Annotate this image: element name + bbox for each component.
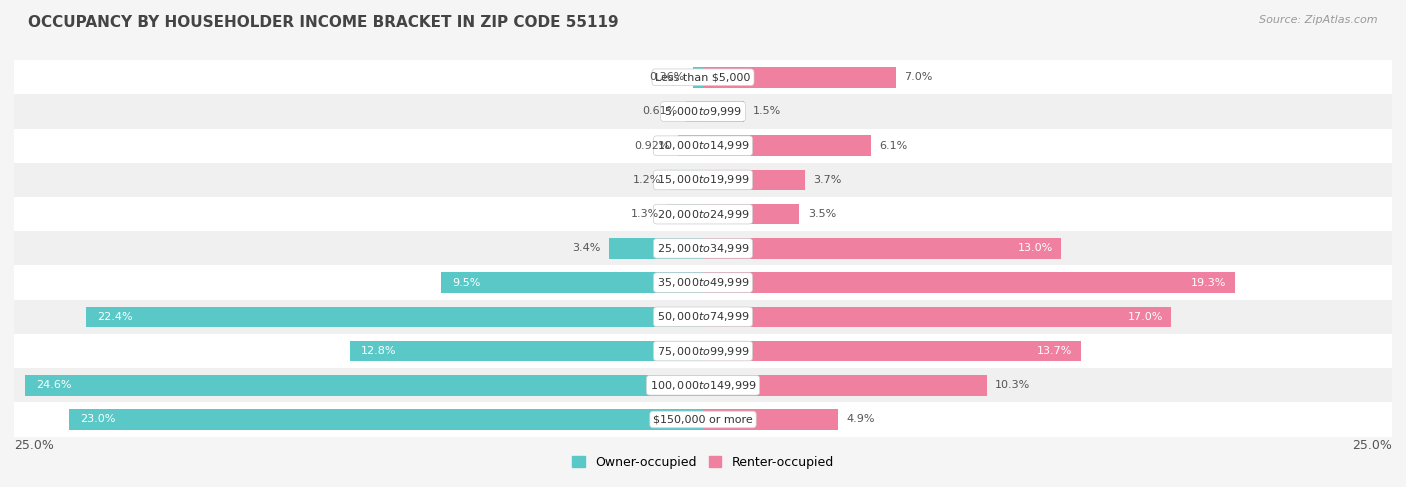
Text: 17.0%: 17.0%	[1128, 312, 1163, 322]
Text: $50,000 to $74,999: $50,000 to $74,999	[657, 310, 749, 323]
Text: 3.4%: 3.4%	[572, 244, 600, 253]
Bar	[703, 375, 987, 395]
Bar	[703, 101, 744, 122]
Bar	[14, 94, 1392, 129]
Text: $20,000 to $24,999: $20,000 to $24,999	[657, 207, 749, 221]
Text: $10,000 to $14,999: $10,000 to $14,999	[657, 139, 749, 152]
Text: 0.36%: 0.36%	[650, 72, 685, 82]
Text: 19.3%: 19.3%	[1191, 278, 1226, 288]
Text: $150,000 or more: $150,000 or more	[654, 414, 752, 425]
Bar	[693, 67, 703, 88]
Text: 10.3%: 10.3%	[995, 380, 1031, 390]
Bar	[609, 238, 703, 259]
Text: Source: ZipAtlas.com: Source: ZipAtlas.com	[1260, 15, 1378, 25]
Bar	[14, 231, 1392, 265]
Text: 6.1%: 6.1%	[879, 141, 908, 150]
Text: 22.4%: 22.4%	[97, 312, 132, 322]
Text: 25.0%: 25.0%	[1353, 439, 1392, 452]
Text: 13.0%: 13.0%	[1018, 244, 1053, 253]
Text: 12.8%: 12.8%	[361, 346, 396, 356]
Text: 3.7%: 3.7%	[813, 175, 842, 185]
Text: $75,000 to $99,999: $75,000 to $99,999	[657, 344, 749, 357]
Text: 9.5%: 9.5%	[453, 278, 481, 288]
Bar	[25, 375, 703, 395]
Text: 24.6%: 24.6%	[37, 380, 72, 390]
Bar	[703, 135, 872, 156]
Bar	[703, 409, 838, 430]
Bar	[703, 306, 1171, 327]
Text: 23.0%: 23.0%	[80, 414, 115, 425]
Bar	[86, 306, 703, 327]
Text: 7.0%: 7.0%	[904, 72, 932, 82]
Text: 0.61%: 0.61%	[643, 107, 678, 116]
Text: $15,000 to $19,999: $15,000 to $19,999	[657, 173, 749, 187]
Bar	[14, 197, 1392, 231]
Bar	[14, 300, 1392, 334]
Bar	[14, 334, 1392, 368]
Bar	[703, 204, 800, 225]
Bar	[350, 341, 703, 361]
Bar	[703, 238, 1062, 259]
Bar	[686, 101, 703, 122]
Legend: Owner-occupied, Renter-occupied: Owner-occupied, Renter-occupied	[568, 451, 838, 474]
Text: OCCUPANCY BY HOUSEHOLDER INCOME BRACKET IN ZIP CODE 55119: OCCUPANCY BY HOUSEHOLDER INCOME BRACKET …	[28, 15, 619, 30]
Bar	[14, 60, 1392, 94]
Bar	[669, 169, 703, 190]
Bar	[441, 272, 703, 293]
Bar	[14, 163, 1392, 197]
Text: 3.5%: 3.5%	[807, 209, 837, 219]
Text: $35,000 to $49,999: $35,000 to $49,999	[657, 276, 749, 289]
Text: 0.92%: 0.92%	[634, 141, 669, 150]
Bar	[703, 272, 1234, 293]
Text: Less than $5,000: Less than $5,000	[655, 72, 751, 82]
Bar	[703, 67, 896, 88]
Bar	[703, 341, 1081, 361]
Bar	[14, 129, 1392, 163]
Text: 1.3%: 1.3%	[631, 209, 659, 219]
Bar	[69, 409, 703, 430]
Text: 1.2%: 1.2%	[633, 175, 662, 185]
Text: 1.5%: 1.5%	[752, 107, 780, 116]
Text: $25,000 to $34,999: $25,000 to $34,999	[657, 242, 749, 255]
Bar	[14, 368, 1392, 402]
Text: 25.0%: 25.0%	[14, 439, 53, 452]
Text: 4.9%: 4.9%	[846, 414, 875, 425]
Bar	[678, 135, 703, 156]
Text: $100,000 to $149,999: $100,000 to $149,999	[650, 379, 756, 392]
Text: 13.7%: 13.7%	[1036, 346, 1073, 356]
Bar	[14, 402, 1392, 436]
Bar	[703, 169, 806, 190]
Bar	[14, 265, 1392, 300]
Bar	[668, 204, 703, 225]
Text: $5,000 to $9,999: $5,000 to $9,999	[664, 105, 742, 118]
